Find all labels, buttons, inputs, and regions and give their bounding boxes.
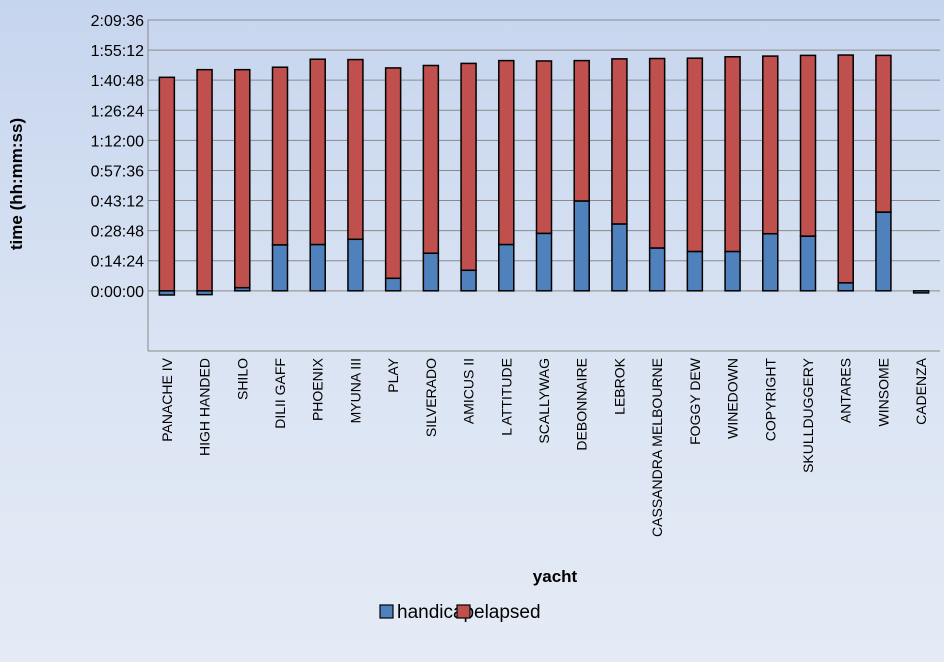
bar-elapsed	[724, 56, 741, 253]
bar-elapsed	[837, 54, 854, 284]
y-tick-label: 0:00:00	[91, 284, 144, 301]
bar-elapsed	[762, 55, 779, 235]
x-category-label: ANTARES	[838, 358, 854, 423]
bar-elapsed	[271, 66, 289, 246]
y-tick-label: 1:26:24	[91, 103, 144, 120]
x-category-label: MYUNA III	[347, 358, 363, 423]
bar-handicap	[535, 232, 553, 292]
x-axis-title: yacht	[533, 567, 578, 586]
bar-handicap	[498, 243, 515, 292]
x-category-label: L ATTITUDE	[498, 358, 514, 436]
y-tick-label: 0:28:48	[91, 224, 144, 241]
bar-elapsed	[309, 58, 326, 246]
x-category-label: CASSANDRA MELBOURNE	[649, 358, 665, 537]
bar-elapsed	[573, 59, 590, 202]
bar-handicap	[309, 243, 326, 292]
y-tick-label: 1:40:48	[91, 73, 144, 90]
axes	[147, 20, 940, 352]
bar-elapsed	[158, 76, 176, 292]
bar-handicap	[347, 238, 364, 292]
x-category-label: WINEDOWN	[725, 358, 741, 439]
bar-elapsed	[686, 57, 704, 253]
x-category-label: COPYRIGHT	[762, 358, 778, 442]
x-category-label: FOGGY DEW	[687, 357, 703, 445]
bar-elapsed	[384, 67, 402, 280]
bar-elapsed	[611, 58, 628, 225]
bar-handicap	[837, 282, 854, 292]
bar-handicap	[762, 232, 779, 292]
x-category-label: SHILO	[234, 358, 250, 400]
bar-handicap	[875, 211, 892, 292]
bar-elapsed	[460, 62, 477, 272]
y-tick-label: 2:09:36	[91, 13, 144, 30]
bar-handicap	[686, 250, 704, 292]
bar-elapsed	[347, 58, 364, 241]
y-tick-label: 1:12:00	[91, 133, 144, 150]
bar-elapsed	[875, 54, 892, 213]
x-category-label: PHOENIX	[310, 357, 326, 421]
legend-label-elapsed: elapsed	[474, 602, 541, 623]
bar-handicap	[573, 200, 590, 292]
bar-handicap	[724, 250, 741, 292]
legend-swatch-handicap	[379, 604, 394, 619]
y-tick-label: 0:14:24	[91, 254, 144, 271]
x-category-label: DILII GAFF	[272, 358, 288, 429]
x-category-label: AMICUS II	[461, 358, 477, 424]
y-tick-label: 0:43:12	[91, 194, 144, 211]
bar-elapsed	[799, 54, 817, 237]
bar-handicap	[271, 244, 289, 292]
x-category-label: SILVERADO	[423, 358, 439, 437]
bar-elapsed	[234, 68, 251, 289]
bar-handicap	[912, 290, 930, 294]
x-category-label: SCALLYWAG	[536, 358, 552, 444]
bar-elapsed	[535, 60, 553, 235]
legend: handicap elapsed	[379, 602, 541, 623]
x-category-label: PANACHE IV	[159, 357, 175, 441]
bar-elapsed	[422, 64, 440, 254]
x-category-label: CADENZA	[913, 357, 929, 425]
bar-handicap	[422, 252, 440, 292]
x-category-label: HIGH HANDED	[197, 358, 213, 456]
y-axis-ticks: 0:00:00 0:14:24 0:28:48 0:43:12 0:57:36 1:12:…	[91, 13, 144, 301]
bar-handicap	[648, 247, 666, 292]
x-category-label: DEBONNAIRE	[574, 358, 590, 451]
bar-handicap	[460, 269, 477, 292]
x-category-label: LEBROK	[611, 357, 627, 414]
bar-elapsed	[498, 59, 515, 246]
legend-label-handicap: handicap	[397, 602, 474, 623]
bar-handicap	[611, 223, 628, 292]
x-category-label: SKULLDUGGERY	[800, 357, 816, 473]
y-axis-title: time (hh:mm:ss)	[7, 118, 26, 250]
bars	[158, 54, 930, 296]
bar-elapsed	[648, 57, 666, 249]
x-axis-categories: PANACHE IV HIGH HANDED SHILO DILII GAFF PHOE…	[159, 357, 929, 537]
legend-swatch-elapsed	[456, 604, 471, 619]
bar-handicap	[799, 235, 817, 292]
x-category-label: WINSOME	[875, 358, 891, 426]
bar-elapsed	[196, 68, 213, 292]
y-tick-label: 0:57:36	[91, 163, 144, 180]
x-category-label: PLAY	[385, 357, 401, 392]
y-tick-label: 1:55:12	[91, 43, 144, 60]
bar-handicap	[384, 277, 402, 292]
